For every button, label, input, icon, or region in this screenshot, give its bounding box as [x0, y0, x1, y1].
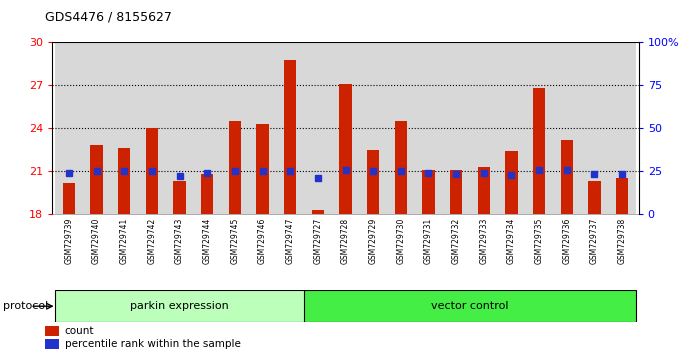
- Text: count: count: [64, 326, 94, 336]
- Bar: [118, 148, 131, 214]
- Bar: [339, 84, 352, 214]
- Bar: [45, 339, 59, 349]
- Bar: [284, 59, 297, 214]
- Text: percentile rank within the sample: percentile rank within the sample: [64, 339, 240, 349]
- FancyBboxPatch shape: [304, 290, 636, 322]
- Bar: [229, 121, 241, 214]
- Text: GSM729747: GSM729747: [285, 218, 295, 264]
- Bar: [477, 167, 490, 214]
- Text: vector control: vector control: [431, 301, 509, 311]
- Text: GSM729741: GSM729741: [120, 218, 128, 264]
- Bar: [616, 178, 628, 214]
- Text: GSM729736: GSM729736: [563, 218, 571, 264]
- Bar: [560, 140, 573, 214]
- Text: GSM729743: GSM729743: [175, 218, 184, 264]
- Bar: [311, 210, 324, 214]
- Bar: [422, 170, 435, 214]
- Bar: [608, 42, 636, 214]
- Bar: [248, 42, 276, 214]
- Bar: [505, 151, 518, 214]
- Bar: [201, 174, 214, 214]
- Bar: [553, 42, 581, 214]
- Text: GSM729727: GSM729727: [313, 218, 322, 264]
- Bar: [165, 42, 193, 214]
- Text: GSM729735: GSM729735: [535, 218, 544, 264]
- Bar: [526, 42, 553, 214]
- Text: parkin expression: parkin expression: [131, 301, 229, 311]
- FancyBboxPatch shape: [55, 290, 304, 322]
- Bar: [387, 42, 415, 214]
- Text: GSM729733: GSM729733: [480, 218, 489, 264]
- Text: GSM729729: GSM729729: [369, 218, 378, 264]
- Text: GSM729730: GSM729730: [396, 218, 406, 264]
- Bar: [394, 121, 407, 214]
- Bar: [45, 326, 59, 336]
- Bar: [146, 128, 158, 214]
- Bar: [498, 42, 526, 214]
- Bar: [304, 42, 332, 214]
- Text: GSM729744: GSM729744: [202, 218, 211, 264]
- Text: GSM729738: GSM729738: [618, 218, 627, 264]
- Bar: [533, 88, 545, 214]
- Bar: [450, 170, 462, 214]
- Bar: [63, 183, 75, 214]
- Bar: [581, 42, 608, 214]
- Text: GSM729732: GSM729732: [452, 218, 461, 264]
- Text: GDS4476 / 8155627: GDS4476 / 8155627: [45, 11, 172, 24]
- Bar: [55, 42, 83, 214]
- Bar: [193, 42, 221, 214]
- Text: GSM729737: GSM729737: [590, 218, 599, 264]
- Text: GSM729731: GSM729731: [424, 218, 433, 264]
- Bar: [138, 42, 165, 214]
- Text: GSM729745: GSM729745: [230, 218, 239, 264]
- Text: GSM729734: GSM729734: [507, 218, 516, 264]
- Text: protocol: protocol: [3, 301, 49, 311]
- Bar: [221, 42, 248, 214]
- Text: GSM729740: GSM729740: [92, 218, 101, 264]
- Text: GSM729728: GSM729728: [341, 218, 350, 264]
- Bar: [588, 181, 601, 214]
- Bar: [173, 181, 186, 214]
- Bar: [276, 42, 304, 214]
- Bar: [367, 150, 380, 214]
- Bar: [332, 42, 359, 214]
- Text: GSM729739: GSM729739: [64, 218, 73, 264]
- Bar: [110, 42, 138, 214]
- Bar: [359, 42, 387, 214]
- Bar: [90, 145, 103, 214]
- Bar: [443, 42, 470, 214]
- Text: GSM729742: GSM729742: [147, 218, 156, 264]
- Bar: [470, 42, 498, 214]
- Bar: [83, 42, 110, 214]
- Bar: [415, 42, 443, 214]
- Bar: [256, 124, 269, 214]
- Text: GSM729746: GSM729746: [258, 218, 267, 264]
